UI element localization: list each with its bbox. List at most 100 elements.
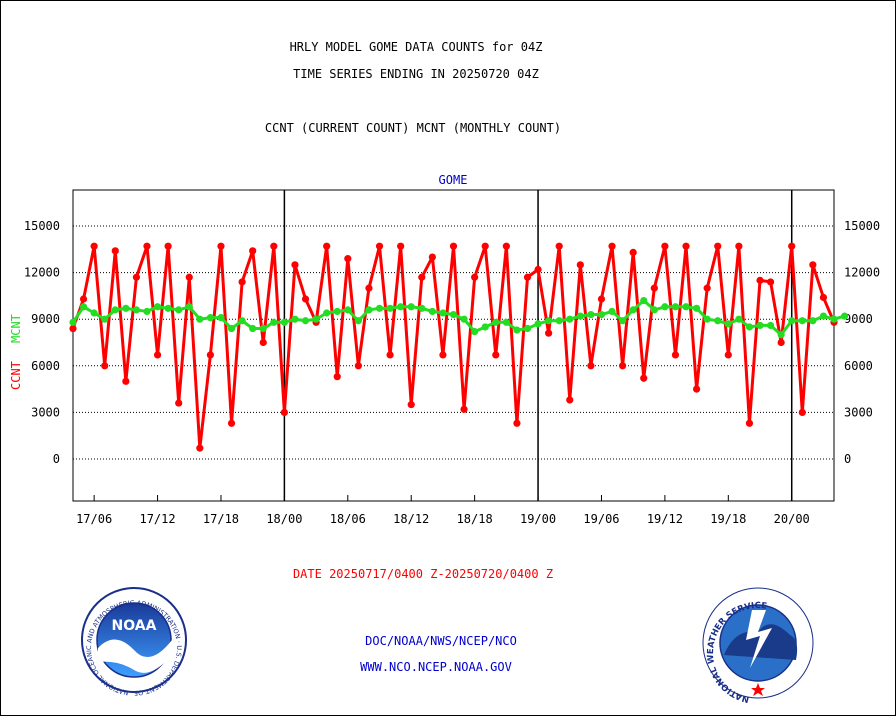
y-tick-label-right: 9000 — [844, 312, 873, 326]
data-point-ccnt — [354, 362, 362, 370]
x-tick-label: 18/18 — [457, 512, 493, 526]
data-point-ccnt — [766, 278, 775, 286]
noaa-logo-text: NOAA — [112, 618, 157, 634]
data-point-ccnt — [745, 419, 754, 427]
data-point-ccnt — [714, 242, 722, 250]
y-tick-label-left: 3000 — [31, 405, 60, 419]
y-tick-label-right: 12000 — [844, 266, 880, 280]
data-point-ccnt — [661, 242, 669, 250]
y-tick-label-left: 0 — [53, 452, 60, 466]
data-point-mcnt — [111, 306, 119, 314]
data-point-mcnt — [439, 309, 447, 317]
nws-logo[interactable]: NATIONAL WEATHER SERVICE — [702, 587, 814, 704]
y-label-ccnt: CCNT — [9, 361, 23, 390]
data-point-ccnt — [439, 351, 447, 359]
footer-link-website[interactable]: WWW.NCO.NCEP.NOAA.GOV — [360, 660, 512, 674]
data-point-mcnt — [90, 309, 98, 317]
data-point-ccnt — [534, 265, 542, 274]
data-point-mcnt — [545, 317, 553, 325]
data-point-mcnt — [153, 303, 162, 311]
data-point-ccnt — [576, 261, 584, 269]
data-point-mcnt — [386, 304, 394, 312]
data-point-mcnt — [354, 317, 362, 325]
data-point-ccnt — [819, 293, 828, 302]
data-point-ccnt — [185, 273, 193, 281]
plot-title: GOME — [439, 173, 468, 187]
data-point-mcnt — [597, 310, 606, 319]
data-point-ccnt — [375, 242, 384, 250]
x-tick-label: 19/12 — [647, 512, 683, 526]
series-ccnt — [69, 242, 838, 452]
data-point-mcnt — [344, 306, 352, 314]
data-point-ccnt — [692, 385, 701, 393]
data-point-ccnt — [386, 351, 394, 359]
data-point-mcnt — [259, 324, 267, 333]
y-tick-label-right: 15000 — [844, 219, 880, 233]
y-tick-label-left: 15000 — [24, 219, 60, 233]
data-point-mcnt — [323, 309, 331, 317]
data-point-ccnt — [460, 405, 468, 413]
x-tick-label: 17/06 — [76, 512, 112, 526]
footer-link-doc[interactable]: DOC/NOAA/NWS/NCEP/NCO — [365, 634, 517, 648]
data-point-ccnt — [291, 261, 299, 269]
data-point-mcnt — [312, 315, 320, 323]
data-point-mcnt — [629, 306, 637, 314]
data-point-mcnt — [270, 318, 278, 326]
data-point-ccnt — [249, 247, 257, 255]
data-point-ccnt — [682, 242, 690, 250]
data-point-mcnt — [661, 303, 669, 311]
data-point-ccnt — [724, 351, 732, 359]
data-point-ccnt — [449, 242, 458, 250]
data-point-ccnt — [502, 242, 510, 250]
data-point-mcnt — [143, 307, 151, 316]
y-tick-label-right: 0 — [844, 452, 851, 466]
x-tick-label: 18/12 — [393, 512, 429, 526]
data-point-mcnt — [830, 315, 838, 323]
data-point-mcnt — [555, 317, 563, 325]
data-point-ccnt — [333, 373, 341, 381]
data-point-ccnt — [619, 362, 627, 370]
data-point-ccnt — [471, 273, 479, 281]
data-point-ccnt — [196, 444, 204, 452]
data-point-mcnt — [650, 306, 658, 314]
chart-title-line2: TIME SERIES ENDING IN 20250720 04Z — [293, 67, 539, 81]
data-point-mcnt — [692, 304, 701, 312]
data-point-mcnt — [69, 318, 77, 326]
data-point-mcnt — [375, 304, 384, 312]
data-point-ccnt — [238, 278, 246, 286]
data-point-ccnt — [523, 273, 532, 281]
data-point-ccnt — [217, 242, 225, 250]
data-point-ccnt — [301, 295, 310, 303]
data-point-ccnt — [756, 276, 764, 284]
data-point-mcnt — [523, 324, 532, 333]
data-point-ccnt — [132, 273, 141, 281]
data-point-mcnt — [428, 307, 436, 316]
data-point-ccnt — [428, 253, 436, 261]
data-point-mcnt — [809, 317, 817, 325]
data-point-ccnt — [143, 242, 151, 250]
data-point-mcnt — [418, 304, 426, 312]
data-point-mcnt — [132, 306, 141, 314]
data-point-mcnt — [122, 304, 130, 312]
data-point-ccnt — [492, 351, 500, 359]
data-point-ccnt — [164, 242, 172, 250]
x-tick-label: 19/06 — [583, 512, 619, 526]
data-point-ccnt — [280, 408, 288, 416]
data-point-mcnt — [777, 331, 785, 339]
data-point-mcnt — [217, 314, 225, 322]
y-tick-label-left: 6000 — [31, 359, 60, 373]
data-point-ccnt — [671, 351, 680, 359]
data-point-mcnt — [682, 303, 690, 311]
data-point-mcnt — [238, 317, 246, 325]
data-point-mcnt — [502, 318, 510, 326]
data-point-mcnt — [460, 315, 468, 323]
chart-title-line1: HRLY MODEL GOME DATA COUNTS for 04Z — [290, 40, 543, 54]
data-point-ccnt — [79, 295, 88, 303]
data-point-ccnt — [608, 242, 616, 250]
data-point-ccnt — [259, 338, 267, 347]
data-point-mcnt — [576, 312, 584, 320]
data-point-mcnt — [766, 321, 775, 330]
data-point-ccnt — [227, 419, 236, 427]
y-tick-label-left: 12000 — [24, 266, 60, 280]
